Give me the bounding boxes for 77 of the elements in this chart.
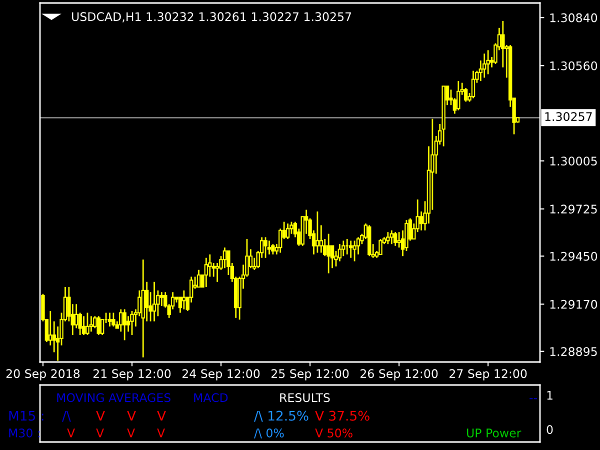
candlestick	[89, 315, 94, 332]
candlestick	[204, 257, 208, 288]
candlestick	[316, 210, 320, 254]
text: RESULTS	[280, 393, 330, 402]
candlestick	[152, 281, 156, 322]
text: MOVING AVERAGES	[57, 393, 170, 402]
candlestick	[352, 240, 356, 262]
candlestick	[267, 240, 272, 256]
candlestick	[222, 246, 227, 269]
text: M15 :	[9, 410, 44, 421]
candlestick	[386, 231, 390, 245]
y-tick-label: 1.29170	[550, 300, 598, 309]
candlestick	[264, 236, 268, 259]
candlestick	[419, 210, 424, 232]
y-tick-label: 1.30005	[550, 156, 597, 166]
candlestick	[471, 70, 476, 99]
candlestick	[326, 233, 330, 274]
text: USDCAD,H1 1.30232 1.30261 1.30227 1.30257	[72, 12, 352, 22]
text: V	[96, 410, 105, 421]
x-tick-label: 27 Sep 12:00	[450, 369, 527, 380]
text: V 50%	[315, 428, 352, 438]
y-tick-label: 1.28895	[550, 347, 597, 356]
candlestick	[271, 243, 275, 256]
text: V	[127, 410, 136, 421]
candlestick	[215, 262, 220, 283]
candlestick	[160, 291, 164, 307]
text: V	[157, 410, 166, 421]
text: --	[530, 398, 537, 400]
text: /\ 12.5%	[254, 410, 308, 422]
candlestick	[397, 231, 401, 248]
candlestick	[108, 312, 112, 328]
candlestick	[48, 310, 52, 346]
candlestick	[96, 315, 100, 336]
candlestick	[456, 80, 460, 111]
y-tick-label: 1.29725	[550, 204, 597, 214]
candlestick	[122, 308, 126, 341]
text: V	[127, 428, 135, 438]
text: M30 :	[9, 428, 40, 438]
x-tick-label: 24 Sep 12:00	[182, 369, 260, 380]
text: V 37.5%	[315, 410, 370, 421]
text: UP Power	[467, 428, 522, 438]
text: 1	[547, 391, 552, 400]
candlestick	[378, 238, 382, 256]
candlestick	[319, 224, 324, 254]
candlestick	[393, 231, 398, 247]
text: V	[67, 428, 75, 438]
candlestick	[290, 221, 294, 235]
candlestick	[130, 310, 134, 336]
text: /\	[62, 410, 71, 422]
candlestick	[119, 308, 123, 332]
text: /\ 0%	[254, 428, 284, 438]
candlestick	[74, 303, 78, 329]
candlestick	[182, 290, 186, 310]
candlestick	[390, 230, 394, 245]
candlestick	[126, 315, 130, 332]
x-tick-label: 25 Sep 12:00	[271, 369, 349, 380]
x-tick-label: 20 Sep 2018	[6, 369, 80, 380]
candlestick	[196, 269, 201, 288]
candlestick	[86, 312, 90, 336]
ref-line-label: 1.30257	[545, 112, 592, 122]
text: MACD	[194, 393, 228, 402]
y-tick-label: 1.30560	[550, 61, 598, 70]
text: V	[96, 428, 104, 438]
x-tick-label: 21 Sep 12:00	[93, 369, 171, 380]
candlestick	[144, 281, 149, 322]
y-tick-label: 1.29450	[550, 252, 598, 261]
candlestick	[286, 222, 290, 240]
candlestick	[82, 315, 86, 336]
y-tick-label: 1.30840	[550, 13, 598, 22]
text: 0	[546, 425, 553, 434]
candlestick	[482, 52, 486, 78]
candlestick	[486, 49, 490, 75]
x-tick-label: 26 Sep 12:00	[360, 369, 438, 380]
candlestick	[464, 87, 468, 102]
candlestick	[348, 240, 353, 259]
candlestick	[112, 312, 116, 328]
text: V	[157, 428, 165, 438]
